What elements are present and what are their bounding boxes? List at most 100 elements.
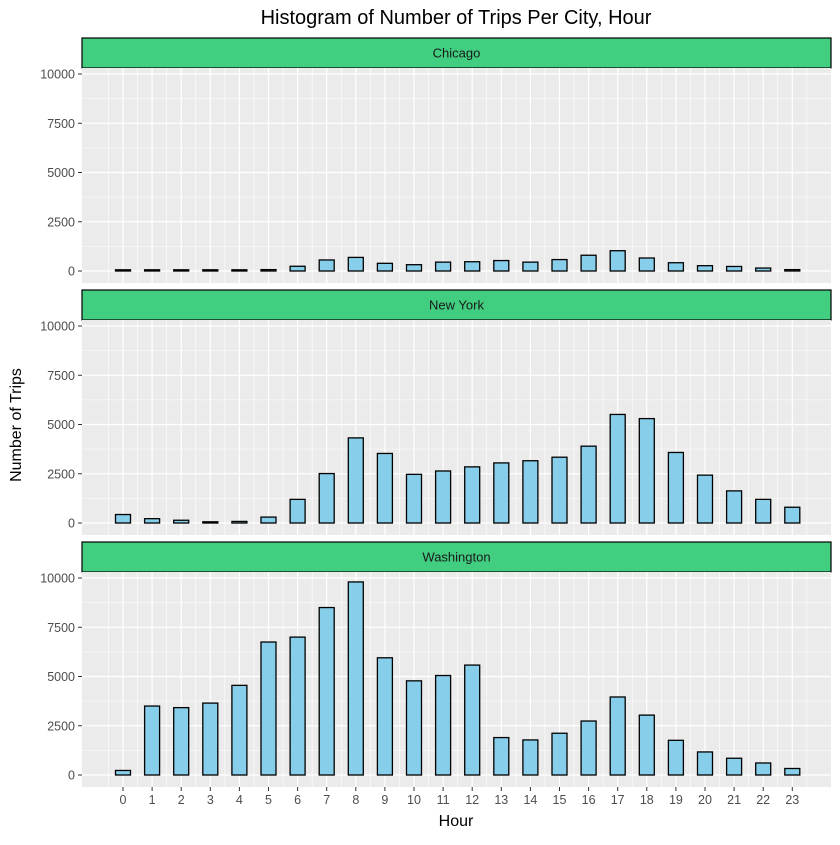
- facet-panels: Chicago 0 2500 5000 7500 10000 New York 0 2500 50…: [40, 37, 832, 807]
- bar: [231, 520, 248, 524]
- y-tick-label: 5000: [47, 418, 75, 432]
- bar: [551, 258, 568, 272]
- bar: [434, 674, 452, 776]
- bar: [696, 474, 714, 524]
- bar: [755, 762, 772, 776]
- bar: [464, 466, 481, 524]
- bar: [551, 456, 568, 524]
- x-tick-label: 0: [120, 793, 127, 807]
- bar: [434, 261, 452, 272]
- facet-strip-label: Washington: [422, 550, 490, 565]
- bar: [784, 506, 801, 524]
- bar: [405, 473, 423, 524]
- bar: [143, 269, 161, 272]
- x-tick-label: 4: [236, 793, 243, 807]
- bar: [114, 269, 132, 272]
- x-tick-label: 14: [523, 793, 537, 807]
- bar: [755, 498, 772, 524]
- y-tick-label: 5000: [47, 166, 75, 180]
- bar: [580, 254, 597, 272]
- bar: [493, 736, 510, 776]
- x-tick-label: 22: [756, 793, 770, 807]
- bar: [202, 269, 219, 272]
- bar: [784, 268, 801, 272]
- y-tick-label: 10000: [40, 572, 75, 586]
- bar: [347, 581, 364, 776]
- x-tick-label: 18: [640, 793, 654, 807]
- bar: [260, 268, 277, 272]
- facet-new-york: New York 0 2500 5000 7500 10000: [40, 289, 832, 535]
- x-tick-label: 21: [727, 793, 741, 807]
- y-tick-label: 7500: [47, 621, 75, 635]
- bar: [114, 769, 132, 776]
- bar: [464, 261, 481, 272]
- bar: [376, 262, 394, 272]
- bar: [202, 521, 219, 524]
- bar: [667, 262, 685, 272]
- facet-strip-label: New York: [429, 298, 484, 313]
- bar: [609, 696, 626, 776]
- bar: [376, 657, 394, 776]
- bar: [376, 452, 394, 524]
- bar: [551, 732, 568, 776]
- bar: [289, 498, 306, 524]
- x-tick-label: 13: [494, 793, 508, 807]
- y-tick-label: 2500: [47, 215, 75, 229]
- bar: [464, 664, 481, 776]
- bar: [318, 259, 335, 272]
- panel-background: [82, 572, 831, 787]
- x-tick-label: 16: [582, 793, 596, 807]
- facet-chicago: Chicago 0 2500 5000 7500 10000: [40, 37, 832, 283]
- bar: [755, 267, 772, 272]
- bar: [347, 437, 364, 524]
- bar: [667, 739, 685, 776]
- x-tick-label: 5: [265, 793, 272, 807]
- x-tick-label: 20: [698, 793, 712, 807]
- bar: [143, 705, 161, 776]
- bar: [231, 269, 248, 272]
- facet-strip-label: Chicago: [433, 46, 481, 61]
- x-tick-label: 19: [669, 793, 683, 807]
- y-tick-label: 10000: [40, 320, 75, 334]
- facet-strip: [81, 541, 832, 573]
- x-tick-label: 1: [149, 793, 156, 807]
- y-tick-label: 0: [68, 265, 75, 279]
- bar: [260, 516, 277, 524]
- bar: [173, 706, 190, 776]
- x-tick-label: 17: [611, 793, 625, 807]
- x-tick-label: 15: [553, 793, 567, 807]
- bar: [493, 462, 510, 524]
- bar: [667, 451, 685, 524]
- bar: [609, 250, 626, 272]
- x-axis-title: Hour: [439, 813, 474, 830]
- facet-strip: [81, 289, 832, 321]
- bar: [725, 490, 743, 524]
- bar: [725, 757, 743, 776]
- bar: [318, 472, 335, 524]
- bar: [289, 636, 306, 776]
- bar: [493, 259, 510, 272]
- bar: [580, 445, 597, 524]
- x-tick-label: 2: [178, 793, 185, 807]
- bar: [318, 606, 335, 776]
- x-tick-label: 8: [352, 793, 359, 807]
- bar: [522, 460, 539, 524]
- bar: [143, 518, 161, 524]
- bar: [202, 702, 219, 776]
- bar: [114, 513, 132, 524]
- panel-background: [82, 320, 831, 535]
- bar: [173, 269, 190, 272]
- y-axis-title: Number of Trips: [8, 368, 25, 482]
- x-tick-label: 10: [407, 793, 421, 807]
- bar: [289, 265, 306, 272]
- x-tick-label: 6: [294, 793, 301, 807]
- y-tick-label: 2500: [47, 467, 75, 481]
- x-tick-label: 7: [323, 793, 330, 807]
- bar: [173, 519, 190, 524]
- bar: [405, 264, 423, 272]
- bar: [696, 751, 714, 776]
- bar: [638, 714, 655, 776]
- bar: [696, 265, 714, 272]
- bar: [638, 257, 655, 272]
